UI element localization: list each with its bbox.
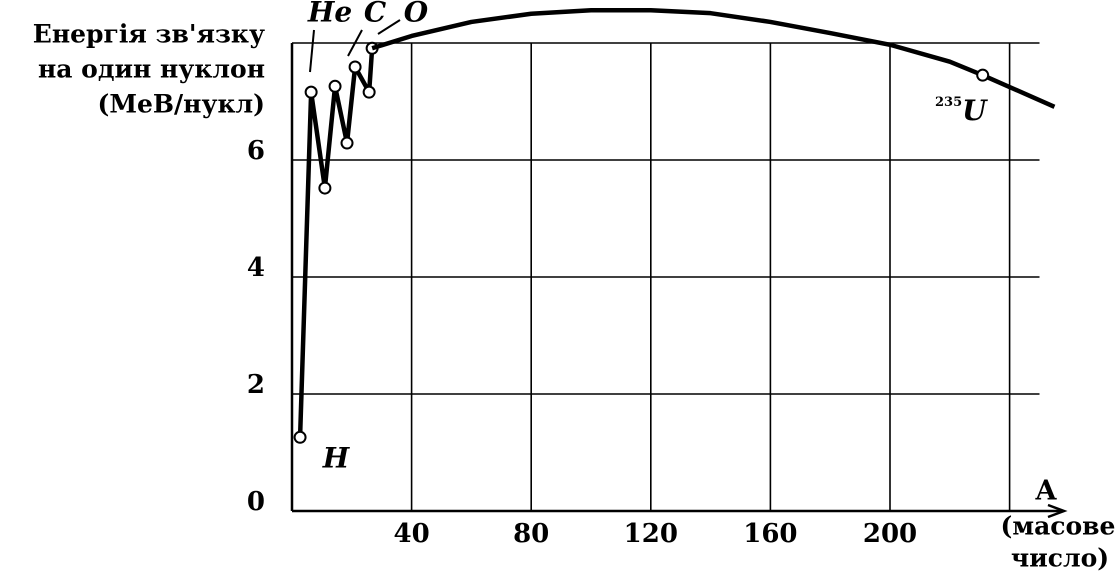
- annotation: O: [404, 0, 429, 29]
- data-point: [976, 68, 990, 82]
- x-tick-label: 80: [513, 519, 549, 549]
- x-title: A: [1035, 476, 1058, 507]
- data-point: [318, 181, 332, 195]
- annotation: C: [364, 0, 387, 29]
- data-point: [304, 85, 318, 99]
- data-point: [328, 79, 342, 93]
- data-point: [293, 430, 307, 444]
- y-title: (МеВ/нукл): [98, 90, 265, 119]
- x-title: число): [1011, 544, 1109, 573]
- y-title: на один нуклон: [38, 55, 265, 84]
- y-tick-label: 4: [247, 253, 265, 283]
- y-tick-label: 0: [247, 487, 265, 517]
- annotation-text: U: [962, 94, 988, 127]
- x-title: (масове: [1001, 512, 1116, 541]
- x-tick-label: 120: [624, 519, 678, 549]
- data-line: [371, 7, 1056, 109]
- data-point: [348, 60, 362, 74]
- annotation: H: [322, 442, 351, 475]
- x-tick-label: 40: [394, 519, 430, 549]
- annotation-leader: [347, 29, 363, 57]
- x-tick-label: 160: [743, 519, 797, 549]
- x-axis-arrow: [1047, 503, 1068, 519]
- data-point: [340, 136, 354, 150]
- data-line: [297, 48, 375, 438]
- annotation-leader: [377, 19, 401, 35]
- y-title: Енергія зв'язку: [33, 20, 265, 49]
- x-tick-label: 200: [863, 519, 917, 549]
- annotation: 235U: [935, 94, 988, 127]
- y-tick-label: 2: [247, 370, 265, 400]
- annotation-sup: 235: [935, 95, 962, 110]
- annotation: He: [307, 0, 352, 29]
- data-point: [362, 85, 376, 99]
- y-tick-label: 6: [247, 136, 265, 166]
- annotation-leader: [309, 29, 315, 73]
